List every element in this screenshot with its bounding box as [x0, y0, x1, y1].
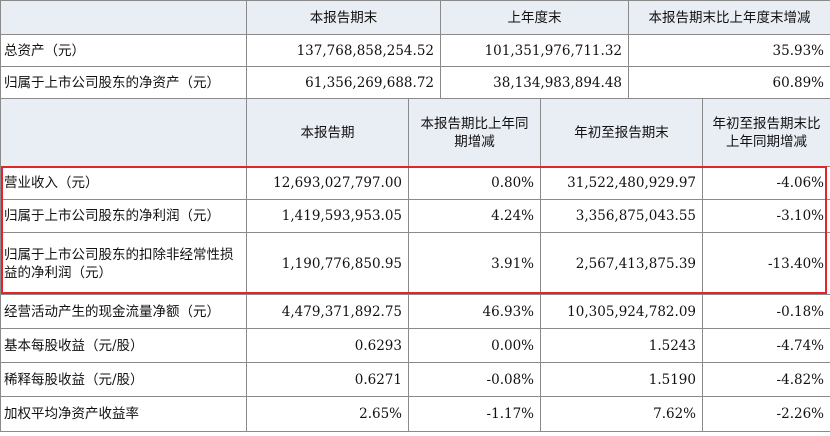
cell-value: 1,419,593,953.05 [246, 199, 409, 233]
cell-value: 4.24% [408, 199, 541, 233]
cell-value: 137,768,858,254.52 [246, 34, 441, 67]
cell-value: -2.26% [702, 396, 830, 432]
cell-value: 0.6271 [246, 362, 409, 397]
cell-value: 12,693,027,797.00 [246, 166, 409, 200]
cell-value: 101,351,976,711.32 [440, 34, 629, 67]
table-header-row: 本报告期 本报告期比上年同期增减 年初至报告期末 年初至报告期末比上年同期增减 [0, 98, 830, 167]
header-cell: 本报告期 [246, 98, 409, 167]
cell-value: 3.91% [408, 232, 541, 295]
row-label: 加权平均净资产收益率 [0, 396, 247, 432]
table-row: 基本每股收益（元/股） 0.6293 0.00% 1.5243 -4.74% [0, 328, 830, 363]
header-cell [0, 0, 247, 35]
cell-value: 3,356,875,043.55 [540, 199, 703, 233]
row-label: 归属于上市公司股东的净资产（元） [0, 66, 247, 99]
cell-value: -4.74% [702, 328, 830, 363]
row-label: 归属于上市公司股东的扣除非经常性损益的净利润（元） [0, 232, 247, 295]
table-row: 营业收入（元） 12,693,027,797.00 0.80% 31,522,4… [0, 166, 830, 200]
header-cell: 本报告期末比上年度末增减 [628, 0, 830, 35]
cell-value: -0.08% [408, 362, 541, 397]
cell-value: 35.93% [628, 34, 830, 67]
header-cell [0, 98, 247, 167]
cell-value: 60.89% [628, 66, 830, 99]
cell-value: -0.18% [702, 294, 830, 329]
header-cell: 上年度末 [440, 0, 629, 35]
row-label: 营业收入（元） [0, 166, 247, 200]
table-row: 总资产（元） 137,768,858,254.52 101,351,976,71… [0, 34, 830, 67]
cell-value: 1.5190 [540, 362, 703, 397]
row-label: 经营活动产生的现金流量净额（元） [0, 294, 247, 329]
cell-value: 0.00% [408, 328, 541, 363]
cell-value: 0.6293 [246, 328, 409, 363]
table-row: 经营活动产生的现金流量净额（元） 4,479,371,892.75 46.93%… [0, 294, 830, 329]
row-label: 归属于上市公司股东的净利润（元） [0, 199, 247, 233]
cell-value: 1,190,776,850.95 [246, 232, 409, 295]
cell-value: 31,522,480,929.97 [540, 166, 703, 200]
performance-table: 本报告期 本报告期比上年同期增减 年初至报告期末 年初至报告期末比上年同期增减 … [0, 98, 830, 432]
cell-value: 4,479,371,892.75 [246, 294, 409, 329]
cell-value: 1.5243 [540, 328, 703, 363]
cell-value: -13.40% [702, 232, 830, 295]
cell-value: 0.80% [408, 166, 541, 200]
header-cell: 本报告期比上年同期增减 [408, 98, 541, 167]
header-cell: 年初至报告期末比上年同期增减 [702, 98, 830, 167]
table-row: 加权平均净资产收益率 2.65% -1.17% 7.62% -2.26% [0, 396, 830, 432]
cell-value: -1.17% [408, 396, 541, 432]
cell-value: 2,567,413,875.39 [540, 232, 703, 295]
cell-value: 2.65% [246, 396, 409, 432]
table-row: 归属于上市公司股东的净利润（元） 1,419,593,953.05 4.24% … [0, 199, 830, 233]
cell-value: -3.10% [702, 199, 830, 233]
cell-value: 46.93% [408, 294, 541, 329]
cell-value: 61,356,269,688.72 [246, 66, 441, 99]
cell-value: -4.06% [702, 166, 830, 200]
header-cell: 本报告期末 [246, 0, 441, 35]
row-label: 总资产（元） [0, 34, 247, 67]
cell-value: 7.62% [540, 396, 703, 432]
table-row: 归属于上市公司股东的净资产（元） 61,356,269,688.72 38,13… [0, 66, 830, 99]
cell-value: -4.82% [702, 362, 830, 397]
cell-value: 10,305,924,782.09 [540, 294, 703, 329]
table-row: 归属于上市公司股东的扣除非经常性损益的净利润（元） 1,190,776,850.… [0, 232, 830, 295]
row-label: 基本每股收益（元/股） [0, 328, 247, 363]
table-header-row: 本报告期末 上年度末 本报告期末比上年度末增减 [0, 0, 830, 35]
cell-value: 38,134,983,894.48 [440, 66, 629, 99]
row-label: 稀释每股收益（元/股） [0, 362, 247, 397]
balance-table: 本报告期末 上年度末 本报告期末比上年度末增减 总资产（元） 137,768,8… [0, 0, 830, 99]
header-cell: 年初至报告期末 [540, 98, 703, 167]
table-row: 稀释每股收益（元/股） 0.6271 -0.08% 1.5190 -4.82% [0, 362, 830, 397]
